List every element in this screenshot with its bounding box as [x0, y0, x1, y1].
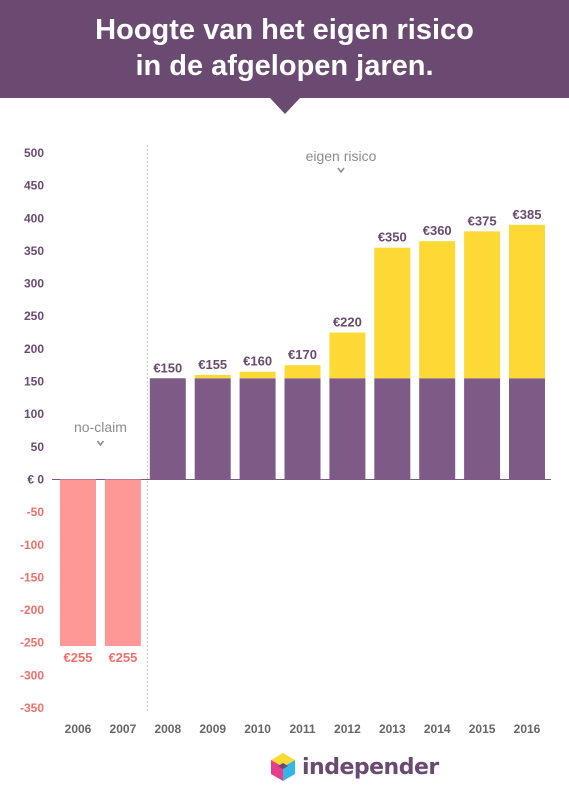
data-label-2007: €255 — [108, 650, 137, 665]
independer-logo: independer — [270, 751, 439, 783]
y-tick-label: -150 — [20, 570, 44, 584]
y-tick-label: 100 — [24, 407, 44, 421]
data-label-2011: €170 — [288, 347, 317, 362]
x-tick-label-2010: 2010 — [244, 722, 271, 736]
x-tick-label-2009: 2009 — [199, 722, 226, 736]
x-tick-label-2015: 2015 — [469, 722, 496, 736]
y-tick-label: 200 — [24, 342, 44, 356]
y-tick-label: 350 — [24, 244, 44, 258]
y-tick-label: -300 — [20, 668, 44, 682]
cube-logo-icon — [271, 753, 295, 781]
bar-extra-2013 — [374, 247, 411, 379]
x-tick-label-2013: 2013 — [379, 722, 406, 736]
y-tick-label: 50 — [31, 440, 45, 454]
bar-base-2013 — [374, 378, 411, 480]
bar-extra-2016 — [509, 224, 545, 379]
annotation-no-claim: no-claim — [74, 419, 127, 435]
x-tick-label-2006: 2006 — [65, 722, 92, 736]
bar-extra-2009 — [194, 375, 231, 379]
chevron-down-icon — [96, 440, 105, 447]
header-pointer — [270, 98, 300, 114]
bar-base-2008 — [149, 378, 186, 480]
page-title: Hoogte van het eigen risico in de afgelo… — [0, 12, 569, 84]
chevron-down-icon — [337, 167, 345, 174]
bar-extra-2010 — [239, 371, 276, 379]
x-tick-label-2016: 2016 — [514, 722, 541, 736]
bar-base-2016 — [509, 378, 545, 480]
title-line-1: Hoogte van het eigen risico — [95, 14, 474, 46]
data-label-2008: €150 — [153, 360, 182, 375]
y-tick-label: € 0 — [27, 472, 44, 486]
bar-negative-2007 — [104, 479, 141, 646]
bar-base-2011 — [284, 378, 321, 480]
y-tick-label: 300 — [24, 277, 44, 291]
y-tick-label: -350 — [20, 701, 44, 715]
data-label-2012: €220 — [333, 315, 362, 330]
y-tick-label: -250 — [20, 636, 44, 650]
data-label-2014: €360 — [423, 223, 452, 238]
bar-base-2015 — [464, 378, 501, 480]
bar-extra-2011 — [284, 365, 321, 379]
bar-negative-2006 — [60, 479, 96, 646]
y-tick-label: 150 — [24, 375, 44, 389]
y-tick-label: 500 — [24, 146, 44, 160]
bar-base-2014 — [419, 378, 456, 480]
y-tick-label: -50 — [27, 505, 45, 519]
data-label-2015: €375 — [468, 213, 497, 228]
data-label-2009: €155 — [198, 357, 227, 372]
bar-extra-2015 — [464, 231, 501, 379]
bar-base-2009 — [194, 378, 231, 480]
x-tick-label-2007: 2007 — [110, 722, 137, 736]
x-tick-label-2011: 2011 — [289, 722, 315, 736]
logo-text: independer — [302, 754, 439, 780]
header-banner — [0, 0, 569, 98]
y-tick-label: 250 — [24, 309, 44, 323]
x-tick-label-2014: 2014 — [424, 722, 451, 736]
bar-base-2012 — [329, 378, 366, 480]
title-line-2: in de afgelopen jaren. — [135, 50, 434, 82]
data-label-2016: €385 — [513, 207, 542, 222]
bar-base-2010 — [239, 378, 276, 480]
y-tick-label: -200 — [20, 603, 44, 617]
data-label-2010: €160 — [243, 354, 272, 369]
y-tick-label: 400 — [24, 211, 44, 225]
annotation-eigen-risico: eigen risico — [306, 148, 377, 164]
y-tick-label: -100 — [20, 538, 44, 552]
x-tick-label-2012: 2012 — [334, 722, 361, 736]
data-label-2013: €350 — [378, 230, 407, 245]
data-label-2006: €255 — [64, 650, 93, 665]
x-tick-label-2008: 2008 — [154, 722, 181, 736]
y-tick-label: 450 — [24, 179, 44, 193]
bar-extra-2014 — [419, 241, 456, 379]
bar-extra-2012 — [329, 332, 366, 379]
